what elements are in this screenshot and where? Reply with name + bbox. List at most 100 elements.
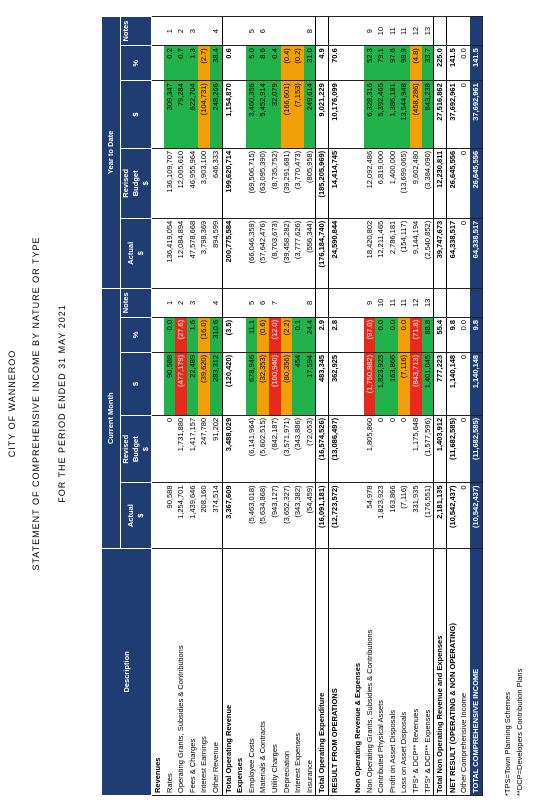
period-title: FOR THE PERIOD ENDED 31 MAY 2021 bbox=[57, 304, 67, 503]
row-description: TPS* & DCP** Revenues bbox=[410, 548, 422, 796]
description-header: Description bbox=[101, 548, 152, 796]
current-month-variance-pct-cell: (3.5) bbox=[222, 317, 235, 353]
row-description: Expenses bbox=[234, 548, 246, 796]
year-to-date-variance-cell: 37,692,961 bbox=[446, 80, 459, 149]
year-to-date-note-cell bbox=[315, 16, 329, 46]
current-month-variance-cell: 22,489 bbox=[186, 352, 199, 416]
year-to-date-note-cell: 6 bbox=[257, 16, 269, 46]
row-description: Contributed Physical Assets bbox=[375, 548, 387, 796]
row-description: TOTAL COMPREHENSIVE INCOME bbox=[470, 548, 483, 796]
current-month-budget-cell: (1,577,596) bbox=[421, 415, 434, 483]
year-to-date-note-cell: 4 bbox=[209, 16, 223, 46]
current-month-actual-cell: 1,439,646 bbox=[186, 483, 199, 549]
empty-cell bbox=[234, 148, 246, 219]
current-month-variance-pct-cell: 0.0 bbox=[375, 317, 387, 353]
current-month-budget-cell: (842,187) bbox=[268, 415, 281, 483]
current-month-variance-cell: (32,353) bbox=[257, 352, 269, 416]
year-to-date-budget-cell: 3,903,100 bbox=[198, 148, 210, 219]
year-to-date-note-cell bbox=[458, 16, 471, 46]
current-month-budget-cell: (16,574,526) bbox=[315, 415, 329, 483]
current-month-note-cell: 11 bbox=[398, 288, 411, 318]
year-to-date-budget-cell: 12,005,610 bbox=[175, 148, 187, 219]
year-to-date-variance-pct-cell: 52.3 bbox=[363, 45, 376, 81]
current-month-actual-cell: (12,723,572) bbox=[328, 483, 341, 549]
year-to-date-variance-cell: 5,452,914 bbox=[257, 80, 269, 149]
year-to-date-budget-cell: (63,095,390) bbox=[257, 148, 269, 219]
year-to-date-variance-cell: (166,601) bbox=[280, 80, 293, 149]
table-row: Total Operating Expenditure (16,091,181)(… bbox=[315, 16, 329, 796]
current-month-variance-cell: 90,588 bbox=[163, 352, 176, 416]
current-month-actual-cell: (7,116) bbox=[398, 483, 411, 549]
current-month-actual-cell: 374,514 bbox=[209, 483, 223, 549]
empty-cell bbox=[340, 317, 353, 353]
empty-cell bbox=[340, 288, 353, 318]
year-to-date-budget-cell: 14,414,745 bbox=[328, 148, 341, 219]
table-row: Contributed Physical Assets 1,823,923 0 1,8… bbox=[375, 16, 387, 796]
year-to-date-variance-pct-cell: (0.2) bbox=[292, 45, 304, 81]
current-month-note-cell: 12 bbox=[410, 288, 422, 318]
current-month-variance-cell: 163,866 bbox=[386, 352, 399, 416]
current-month-variance-cell: 1,823,923 bbox=[375, 352, 387, 416]
current-month-variance-pct-cell: 2.8 bbox=[328, 317, 341, 353]
year-to-date-variance-pct-cell: 31.0 bbox=[303, 45, 316, 81]
table-row: TPS* & DCP** Expenses (176,551) (1,577,596… bbox=[421, 16, 434, 796]
empty-cell bbox=[151, 352, 164, 416]
year-to-date-actual-cell: 64,338,517 bbox=[470, 218, 483, 289]
row-description: Other Comprehensive Income bbox=[458, 548, 471, 796]
current-month-actual-cell: (343,382) bbox=[292, 483, 304, 549]
current-month-variance-cell: (100,940) bbox=[268, 352, 281, 416]
current-month-budget-cell: 1,175,648 bbox=[410, 415, 422, 483]
year-to-date-actual-cell: (154,117) bbox=[398, 218, 411, 289]
current-month-note-cell bbox=[446, 288, 459, 318]
income-statement-table: Description Current Month Year to Date A… bbox=[101, 16, 483, 796]
year-to-date-note-cell: 13 bbox=[421, 16, 434, 46]
empty-cell bbox=[340, 148, 353, 219]
table-row: NET RESULT (OPERATING & NON OPERATING) (1… bbox=[446, 16, 459, 796]
current-month-variance-cell: 483,345 bbox=[315, 352, 329, 416]
empty-cell bbox=[151, 80, 164, 149]
current-month-variance-cell: (120,420) bbox=[222, 352, 235, 416]
row-description: Materials & Contracts bbox=[257, 548, 269, 796]
year-to-date-budget-cell: 0 bbox=[458, 148, 471, 219]
empty-cell bbox=[151, 16, 164, 46]
empty-cell bbox=[234, 288, 246, 318]
year-to-date-budget-cell: 46,955,964 bbox=[186, 148, 199, 219]
current-month-variance-pct-cell: 0.0 bbox=[398, 317, 411, 353]
empty-cell bbox=[151, 218, 164, 289]
current-month-variance-pct-cell: (71.8) bbox=[410, 317, 422, 353]
current-month-actual-cell: 163,866 bbox=[386, 483, 399, 549]
year-to-date-variance-cell: (7,153) bbox=[292, 80, 304, 149]
year-to-date-variance-pct-cell: 0.2 bbox=[163, 45, 176, 81]
empty-cell bbox=[234, 352, 246, 416]
current-month-variance-pct-cell: 9.8 bbox=[470, 317, 483, 353]
row-description: RESULT FROM OPERATIONS bbox=[328, 548, 341, 796]
year-to-date-actual-cell: 2,786,181 bbox=[386, 218, 399, 289]
organisation-name: CITY OF WANNEROO bbox=[7, 349, 17, 458]
current-month-note-cell bbox=[198, 288, 210, 318]
empty-cell bbox=[352, 415, 364, 483]
row-description: Operating Grants, Subsidies & Contributi… bbox=[175, 548, 187, 796]
empty-cell bbox=[352, 352, 364, 416]
year-to-date-actual-cell: 47,578,668 bbox=[186, 218, 199, 289]
current-month-note-cell bbox=[433, 288, 447, 318]
current-month-variance-cell: (1,750,882) bbox=[363, 352, 376, 416]
current-month-var-pct-header: % bbox=[120, 317, 152, 353]
current-month-budget-cell: 3,488,029 bbox=[222, 415, 235, 483]
year-to-date-budget-cell: 12,230,811 bbox=[433, 148, 447, 219]
year-to-date-budget-cell: 12,092,486 bbox=[363, 148, 376, 219]
current-month-actual-cell: 0 bbox=[458, 483, 471, 549]
year-to-date-note-cell: 5 bbox=[245, 16, 258, 46]
empty-cell bbox=[234, 80, 246, 149]
table-row: Expenses bbox=[234, 16, 246, 796]
year-to-date-variance-pct-cell: 4.9 bbox=[315, 45, 329, 81]
year-to-date-budget-cell: (3,770,473) bbox=[292, 148, 304, 219]
current-month-note-cell: 5 bbox=[245, 288, 258, 318]
current-month-actual-cell: 331,935 bbox=[410, 483, 422, 549]
year-to-date-notes-header: Notes bbox=[120, 16, 152, 46]
current-month-budget-cell: 1,731,880 bbox=[175, 415, 187, 483]
current-month-variance-pct-cell: 0.0 bbox=[163, 317, 176, 353]
current-month-actual-cell: (5,463,018) bbox=[245, 483, 258, 549]
table-row: Other Comprehensive Income 0 0 0 0.0 0 0 0 0.0 bbox=[458, 16, 471, 796]
current-month-actual-cell: 208,160 bbox=[198, 483, 210, 549]
